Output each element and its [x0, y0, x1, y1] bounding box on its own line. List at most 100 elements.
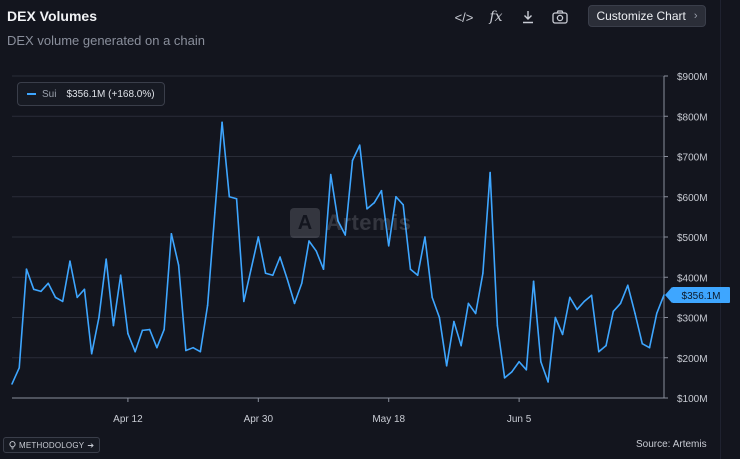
series-segment [605, 310, 615, 347]
current-value-label: $356.1M [682, 291, 721, 302]
series-segment [250, 236, 260, 271]
series-segment [264, 272, 274, 277]
series-segment [105, 258, 115, 327]
series-layer [11, 121, 665, 385]
series-segment [257, 236, 267, 275]
series-segment [141, 328, 151, 332]
series-segment [648, 312, 658, 349]
series-segment [619, 284, 629, 305]
series-segment [460, 302, 470, 347]
series-segment [293, 282, 303, 305]
series-segment [496, 324, 506, 379]
series-segment [641, 342, 651, 349]
y-tick-label: $200M [677, 354, 708, 365]
series-segment [597, 344, 607, 353]
series-segment [90, 316, 100, 355]
series-segment [25, 268, 35, 291]
series-segment [489, 171, 499, 327]
x-tick-label: Jun 5 [507, 414, 532, 425]
series-segment [322, 173, 332, 271]
series-segment [344, 159, 354, 236]
camera-icon[interactable] [544, 6, 576, 28]
series-segment [329, 173, 339, 222]
series-segment [40, 282, 50, 293]
series-segment [612, 302, 622, 313]
panel-divider [720, 0, 721, 459]
series-segment [148, 328, 158, 349]
series-segment [402, 204, 412, 271]
y-tick-label: $400M [677, 273, 708, 284]
y-tick-label: $300M [677, 314, 708, 325]
series-segment [373, 189, 383, 204]
series-segment [47, 282, 57, 299]
series-segment [395, 195, 405, 206]
x-tick-label: Apr 30 [244, 414, 274, 425]
series-segment [503, 371, 513, 379]
series-segment [279, 256, 289, 281]
series-segment [445, 320, 455, 367]
series-segment [431, 296, 441, 319]
y-tick-label: $700M [677, 153, 708, 164]
camera-icon-glyph [552, 10, 568, 24]
y-tick-label: $100M [677, 394, 708, 405]
artemis-watermark: A Artemis [290, 208, 411, 238]
series-segment [416, 236, 426, 277]
series-segment [185, 346, 194, 352]
lightbulb-icon [9, 440, 16, 449]
series-segment [112, 274, 122, 327]
y-tick-label: $800M [677, 112, 708, 123]
series-segment [337, 220, 347, 236]
series-segment [474, 272, 484, 315]
x-axis: Apr 12 Apr 30 May 18 Jun 5 [12, 397, 664, 425]
arrow-right-icon: ➔ [87, 440, 95, 450]
series-segment [438, 316, 448, 367]
series-segment [206, 212, 216, 307]
methodology-button[interactable]: METHODOLOGY ➔ [3, 437, 101, 453]
fx-icon[interactable]: fx [489, 9, 503, 25]
series-segment [127, 332, 136, 353]
series-segment [192, 346, 202, 353]
customize-chart-button[interactable]: Customize Chart › [588, 5, 706, 27]
series-segment [83, 288, 93, 355]
series-segment [235, 197, 245, 303]
series-segment [134, 329, 144, 353]
series-segment [655, 294, 665, 315]
series-segment [18, 268, 28, 369]
series-segment [561, 296, 571, 336]
series-segment [387, 195, 397, 247]
methodology-label: METHODOLOGY [19, 440, 85, 450]
series-segment [214, 121, 223, 214]
series-segment [286, 278, 296, 305]
series-segment [525, 280, 535, 371]
chevron-right-icon: › [693, 10, 698, 22]
x-tick-label: May 18 [372, 414, 405, 425]
series-segment [532, 280, 542, 363]
chart-subtitle: DEX volume generated on a chain [7, 33, 206, 48]
series-segment [308, 240, 318, 252]
chart-legend[interactable]: Sui $356.1M (+168.0%) [17, 82, 165, 106]
series-segment [98, 258, 107, 319]
series-segment [554, 316, 564, 336]
series-segment [424, 236, 433, 299]
series-segment [243, 268, 252, 303]
current-value-layer: $356.1M [665, 286, 730, 303]
series-segment [11, 367, 21, 385]
series-segment [170, 232, 180, 266]
series-segment [547, 316, 557, 383]
watermark-text: Artemis [326, 210, 412, 235]
series-segment [156, 328, 165, 349]
series-segment [583, 294, 593, 303]
series-segment [351, 144, 361, 162]
series-segment [366, 201, 376, 210]
chart-title: DEX Volumes [7, 8, 97, 24]
customize-chart-label: Customize Chart [596, 9, 686, 23]
download-icon-glyph [523, 11, 533, 24]
code-icon[interactable]: </> [454, 9, 474, 25]
download-icon[interactable] [512, 6, 544, 28]
series-segment [177, 264, 187, 352]
chart-toolbar: </> fx [448, 6, 576, 28]
series-segment [61, 260, 71, 303]
series-segment [69, 260, 78, 299]
y-tick-label: $900M [677, 72, 708, 83]
